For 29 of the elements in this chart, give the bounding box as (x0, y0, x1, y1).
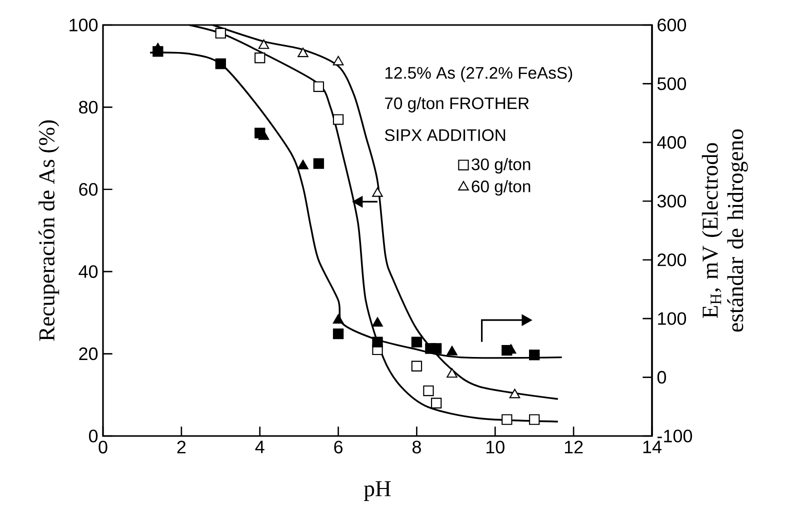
legend-label: 60 g/ton (472, 180, 530, 196)
y2-tick-label: 500 (657, 77, 686, 90)
x-tick-label: 0 (98, 440, 108, 454)
y-tick-label: 40 (78, 265, 98, 278)
x-tick-label: 2 (177, 440, 186, 454)
y-tick-label: 100 (70, 18, 98, 32)
legend-label: 30 g/ton (472, 158, 530, 174)
x-tick-label: 8 (412, 440, 421, 454)
annotation: SIPX ADDITION (384, 129, 506, 142)
x-axis-title: pH (364, 481, 391, 501)
y-tick-label: 20 (79, 347, 98, 360)
y2-tick-label: 0 (657, 370, 666, 384)
y2-tick-label: 400 (657, 136, 686, 149)
y2-tick-label: 300 (657, 194, 686, 208)
y-tick-label: 0 (88, 430, 98, 442)
y-tick-label: 80 (79, 100, 98, 114)
annotation: 70 g/ton FROTHER (385, 96, 529, 112)
x-tick-label: 10 (486, 440, 504, 454)
x-tick-label: 12 (564, 440, 583, 454)
y2-tick-label: 200 (658, 253, 686, 266)
x-tick-label: 6 (334, 440, 343, 454)
x-tick-label: 4 (255, 440, 264, 454)
x-tick-label: 14 (643, 440, 662, 454)
y2-tick-label: 100 (658, 312, 686, 325)
y2-tick-label: 600 (658, 18, 686, 32)
y-tick-label: 60 (79, 183, 98, 196)
y2-tick-label: -100 (658, 430, 692, 442)
annotation: 12.5% As (27.2% FeAsS) (385, 66, 572, 82)
y-axis-title: Recuperación de As (%) (38, 120, 60, 341)
